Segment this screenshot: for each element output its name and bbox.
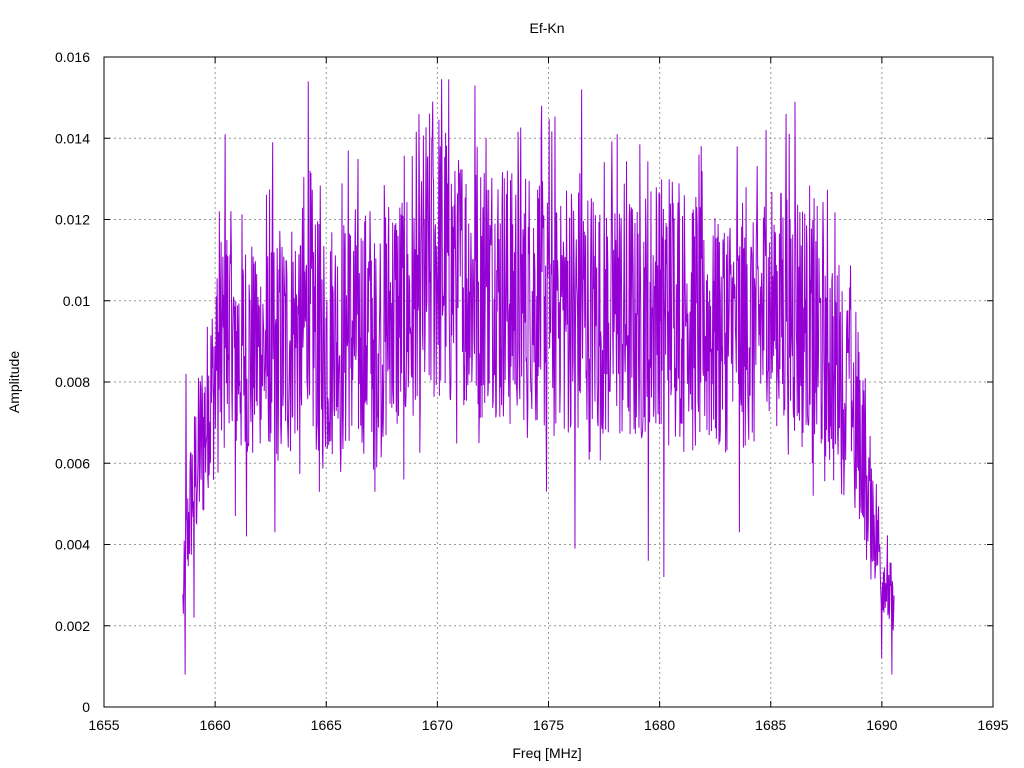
y-axis-label: Amplitude <box>6 351 22 413</box>
y-tick-label: 0.012 <box>55 212 90 228</box>
x-tick-label: 1690 <box>866 717 897 733</box>
series-line <box>182 79 895 675</box>
y-tick-label: 0.004 <box>55 537 90 553</box>
y-tick-label: 0.01 <box>63 293 90 309</box>
x-tick-label: 1655 <box>88 717 119 733</box>
y-tick-label: 0.008 <box>55 374 90 390</box>
y-axis: 0 0.002 0.004 0.006 0.008 0.01 0.012 0.014 0.016 <box>55 49 993 715</box>
x-axis-label: Freq [MHz] <box>512 745 581 761</box>
y-tick-label: 0.002 <box>55 618 90 634</box>
series-group <box>182 79 895 675</box>
chart-title: Ef-Kn <box>529 20 564 36</box>
x-tick-label: 1670 <box>422 717 453 733</box>
x-tick-label: 1685 <box>755 717 786 733</box>
x-tick-label: 1665 <box>311 717 342 733</box>
x-axis: 1655 1660 1665 1670 1675 1680 1685 1690 1695 <box>88 57 1009 733</box>
x-tick-label: 1680 <box>644 717 675 733</box>
y-tick-label: 0 <box>82 699 90 715</box>
x-tick-label: 1660 <box>200 717 231 733</box>
y-tick-label: 0.014 <box>55 130 90 146</box>
y-tick-label: 0.006 <box>55 455 90 471</box>
x-tick-label: 1695 <box>977 717 1008 733</box>
y-tick-label: 0.016 <box>55 49 90 65</box>
x-tick-label: 1675 <box>533 717 564 733</box>
